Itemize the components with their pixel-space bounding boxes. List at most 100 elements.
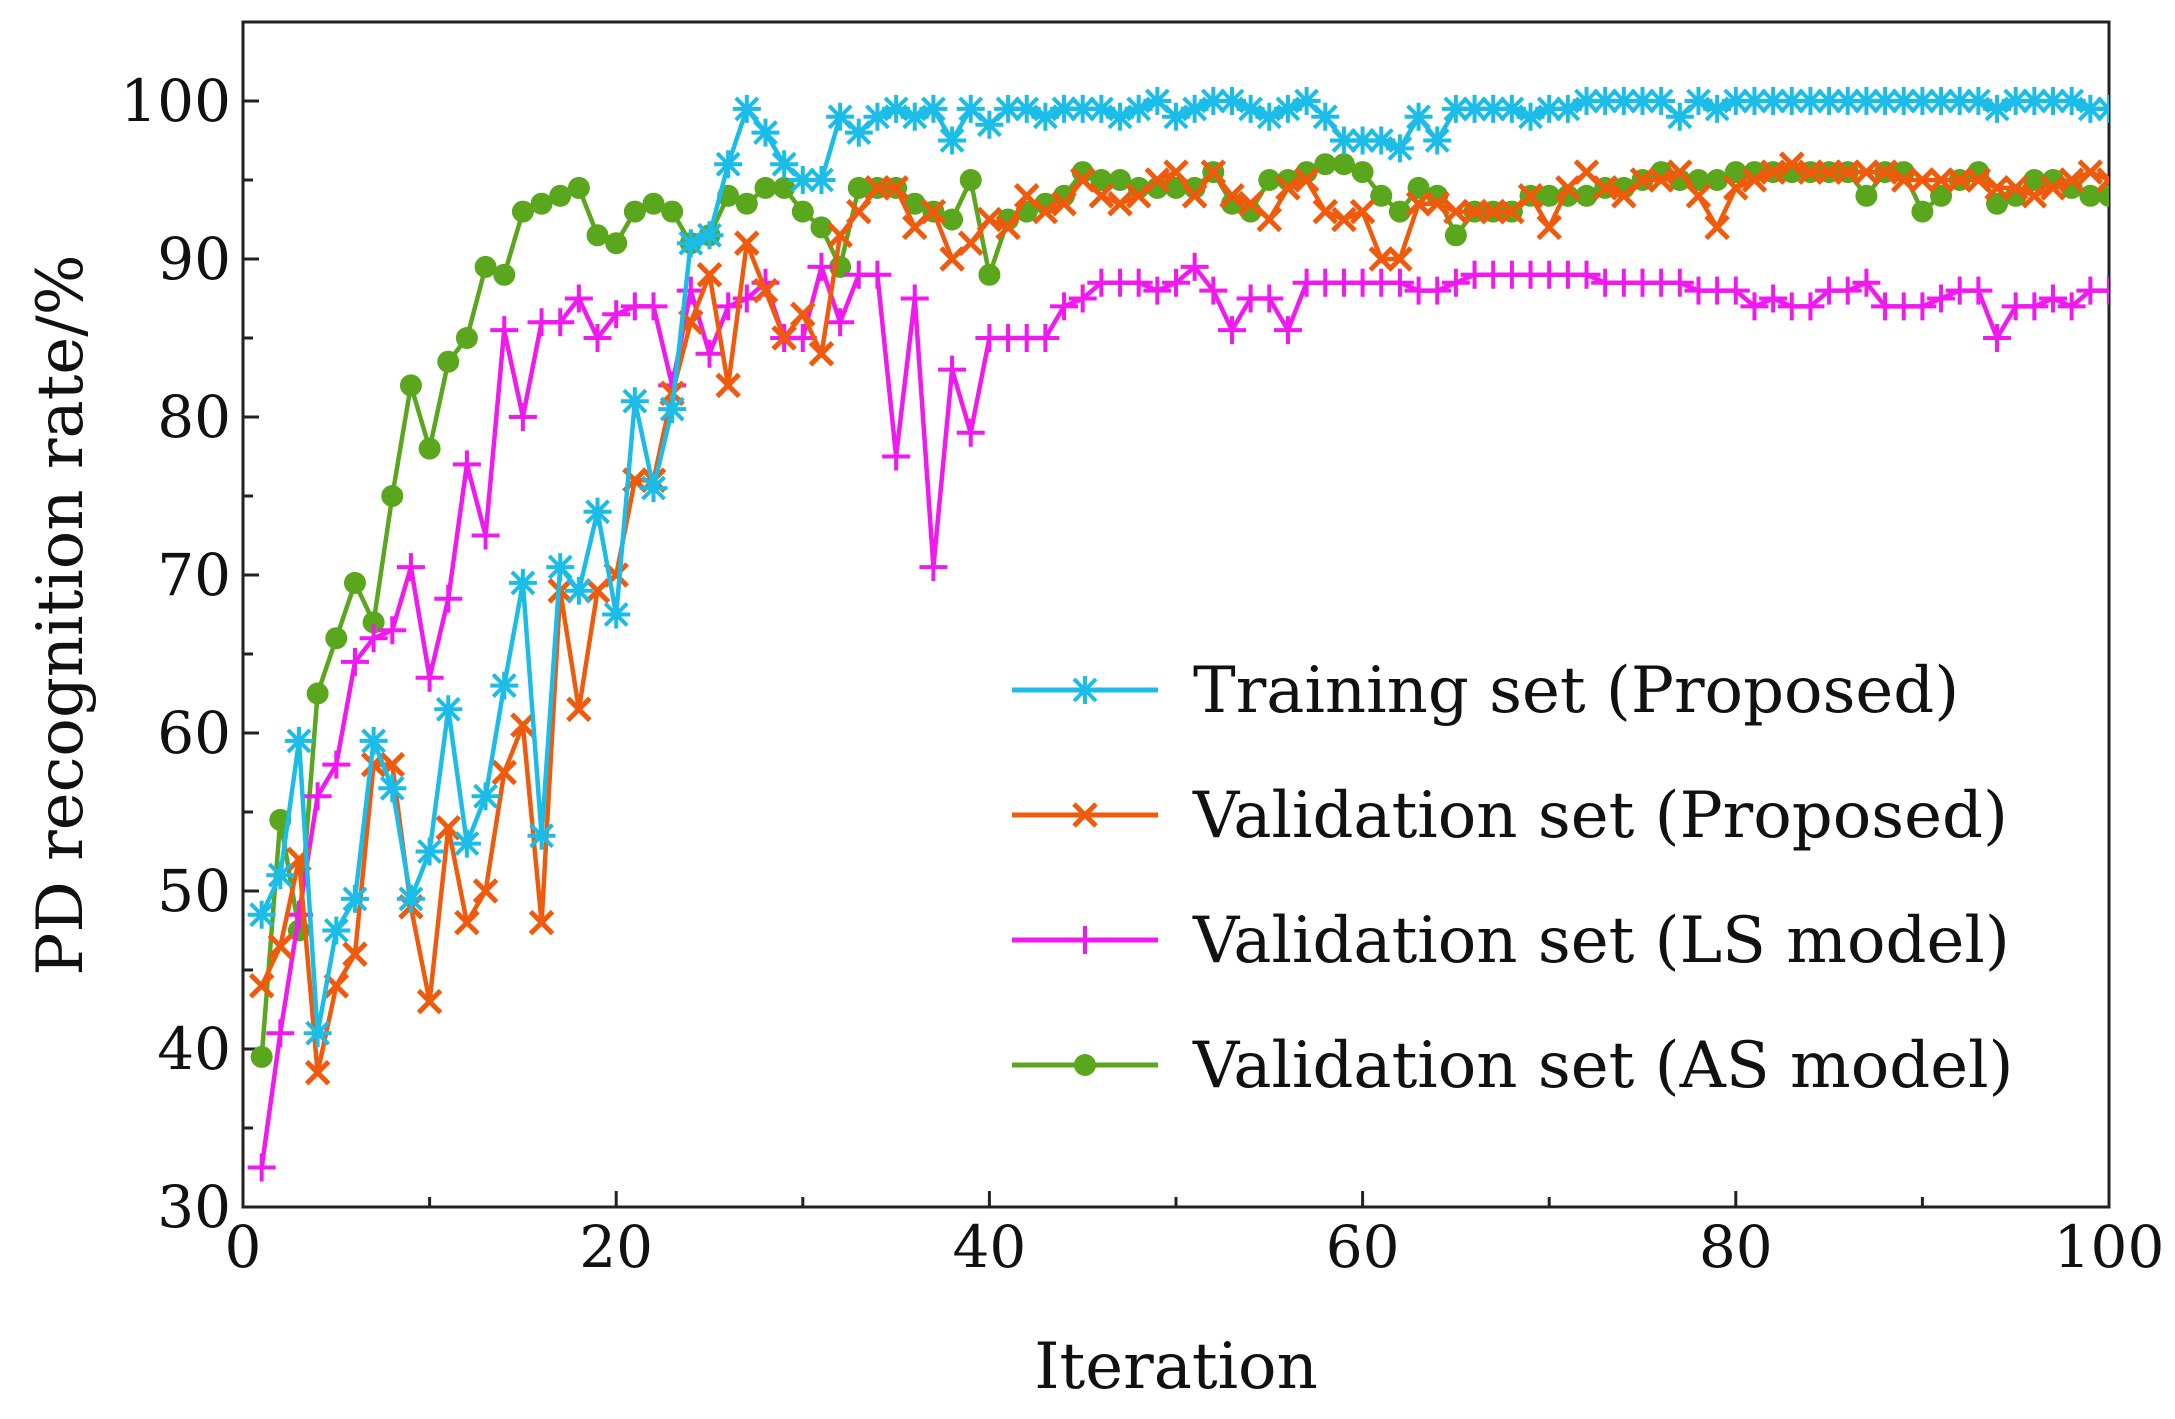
data-point [846,198,872,225]
data-point [528,909,555,936]
data-point [2039,284,2068,313]
data-point [1853,159,1880,185]
data-point [2096,167,2109,193]
data-point [754,176,777,199]
data-point [434,695,463,724]
data-point [975,110,1004,139]
data-point [919,94,948,123]
data-point [1721,276,1750,305]
data-point [359,726,388,755]
data-point [1834,159,1861,185]
data-point [490,316,519,345]
data-point [1423,126,1452,155]
data-point [1889,87,1918,115]
data-point [1986,192,2009,215]
data-point [735,192,758,215]
data-point [303,1019,332,1048]
data-point [807,166,836,194]
data-point [732,94,761,123]
data-point [1796,292,1825,321]
data-point [882,442,911,471]
data-point [661,200,684,223]
data-point [2077,159,2104,185]
data-point [416,988,443,1015]
data-point [696,262,723,288]
y-tick-label: 30 [157,1173,231,1241]
data-point [752,277,779,304]
data-point [770,150,799,179]
data-point [1143,87,1172,115]
data-point [1407,176,1430,199]
data-point [1050,292,1079,321]
data-point [284,726,313,755]
data-point [435,815,462,841]
data-point [810,216,833,239]
data-point [1723,175,1749,201]
data-point [1945,87,1974,115]
data-point [976,206,1003,233]
data-point [1516,102,1545,131]
data-point [1367,126,1396,155]
data-point [1965,167,1992,193]
legend-marker [1071,926,1099,954]
data-point [1385,134,1414,163]
y-tick-label: 100 [120,67,231,135]
data-point [903,192,926,215]
data-point [381,485,404,507]
data-point [2079,184,2102,207]
data-point [1255,284,1284,313]
data-point [1816,159,1842,185]
data-point [491,759,518,786]
data-point [900,102,929,131]
data-point [1219,183,1245,209]
data-point [1852,268,1881,297]
data-point [1760,159,1786,185]
data-point [1443,198,1469,225]
data-point [978,263,1001,286]
data-point [1833,276,1862,305]
data-point [1704,214,1730,241]
data-point [714,150,743,179]
data-point [1911,200,1934,223]
data-point [266,1019,295,1048]
data-point [340,884,369,913]
data-point [1740,87,1769,115]
data-point [1815,87,1844,115]
y-tick-label: 90 [157,225,231,293]
data-point [248,973,275,999]
data-point [1273,316,1302,345]
legend-label: Validation set (AS model) [1192,1029,2014,1103]
data-point [322,750,351,779]
data-point [1031,102,1060,131]
data-point [620,387,649,416]
data-point [1012,94,1041,123]
data-point [1087,94,1116,123]
y-tick-label: 60 [157,699,231,767]
data-point [474,255,497,278]
data-point [751,118,780,147]
data-point [340,647,369,676]
data-point [267,933,294,960]
data-point [527,821,556,850]
data-point [1387,246,1413,272]
data-point [2021,183,2048,209]
data-point [1199,276,1228,305]
data-point [623,200,646,223]
data-point [508,568,537,597]
data-point [1572,260,1601,289]
data-point [1404,102,1433,131]
data-point [1609,87,1638,115]
data-point [1258,169,1281,191]
data-point [1908,87,1937,115]
data-point [546,553,575,582]
data-point [1385,268,1414,297]
data-point [790,301,816,328]
data-point [1591,87,1620,115]
data-point [1370,184,1393,207]
data-point [546,308,575,337]
data-point [2020,87,2049,115]
data-point [2040,175,2066,201]
data-point [1517,183,1544,209]
data-point [1088,183,1115,209]
data-point [1572,87,1601,115]
